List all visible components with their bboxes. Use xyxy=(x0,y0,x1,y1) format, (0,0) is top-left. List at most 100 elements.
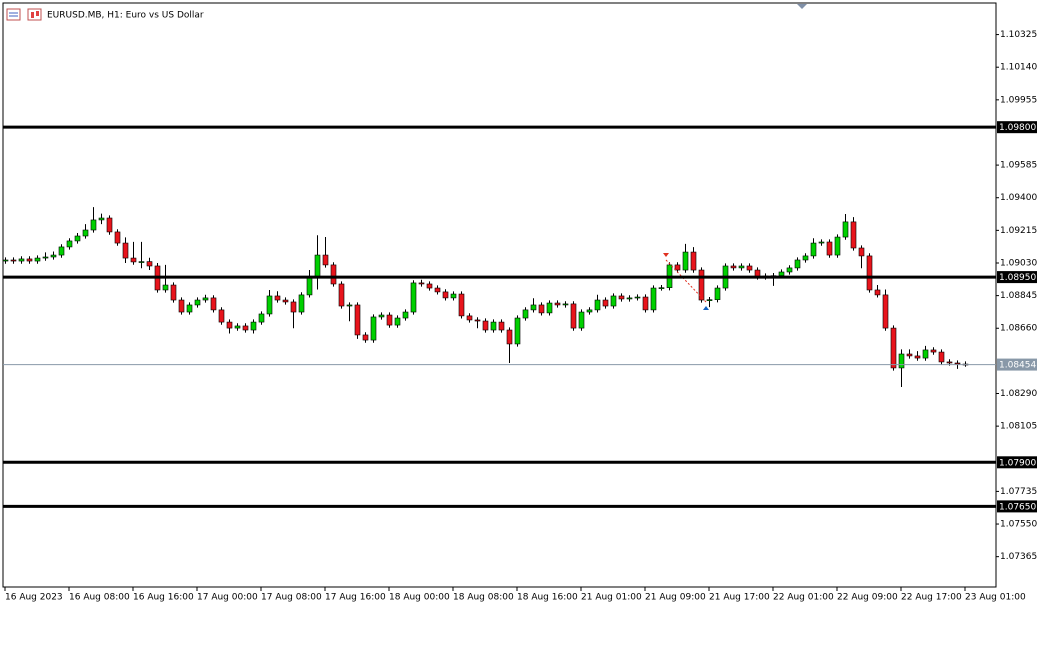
candle-body xyxy=(730,265,737,269)
candle-body xyxy=(834,236,841,256)
candle-body xyxy=(130,257,137,263)
candle-body xyxy=(930,349,937,353)
candle-body xyxy=(362,334,369,341)
candle-body xyxy=(738,265,745,269)
candle-body xyxy=(802,255,809,261)
candle-body xyxy=(898,353,905,369)
candle-body xyxy=(938,351,945,363)
candle-body xyxy=(298,294,305,313)
candle-body xyxy=(322,254,329,266)
level-label: 1.07650 xyxy=(999,502,1036,512)
candle-body xyxy=(906,353,913,357)
candle-body xyxy=(850,221,857,249)
candle-body xyxy=(610,295,617,307)
level-label-box xyxy=(997,121,1037,134)
y-tick-label: 1.10325 xyxy=(1000,30,1037,40)
y-tick-label: 1.07550 xyxy=(1000,520,1037,530)
candle-body xyxy=(810,242,817,257)
candle-body xyxy=(258,313,265,323)
candle-body xyxy=(522,309,529,319)
candle-body xyxy=(314,254,321,279)
candle-body xyxy=(586,309,593,313)
candle-body xyxy=(506,329,513,345)
candle-body xyxy=(394,317,401,326)
level-label: 1.09800 xyxy=(999,123,1036,133)
candle-body xyxy=(874,289,881,296)
candle-body xyxy=(866,255,873,291)
trade-link xyxy=(665,259,707,303)
candle-body xyxy=(890,327,897,369)
candle-body xyxy=(2,259,9,262)
candle-body xyxy=(90,219,97,231)
candle-body xyxy=(218,309,225,323)
candle-body xyxy=(114,231,121,244)
candle-body xyxy=(658,287,665,289)
level-label-box xyxy=(997,271,1037,284)
x-tick-label: 17 Aug 00:00 xyxy=(197,593,258,603)
candle-body xyxy=(410,282,417,313)
x-tick-label: 21 Aug 17:00 xyxy=(709,593,770,603)
x-tick-label: 18 Aug 00:00 xyxy=(389,593,450,603)
candle-body xyxy=(578,311,585,329)
candle-body xyxy=(482,320,489,331)
x-tick-label: 16 Aug 16:00 xyxy=(133,593,194,603)
candle-body xyxy=(570,303,577,329)
candle-body xyxy=(122,242,129,259)
candle-body xyxy=(602,299,609,307)
candle-body xyxy=(706,299,713,301)
candle-body xyxy=(186,304,193,313)
trade-markers xyxy=(663,253,709,310)
buy-arrow xyxy=(703,306,709,310)
candle-body xyxy=(418,282,425,285)
candle-body xyxy=(226,321,233,329)
x-tick-label: 22 Aug 01:00 xyxy=(773,593,834,603)
y-tick-label: 1.07735 xyxy=(1000,487,1037,497)
candle-body xyxy=(170,284,177,301)
candle-body xyxy=(10,259,17,262)
y-tick-label: 1.07365 xyxy=(1000,552,1037,562)
candle-body xyxy=(106,217,113,233)
candle-body xyxy=(914,355,921,359)
candle-body xyxy=(714,287,721,300)
x-tick-label: 16 Aug 08:00 xyxy=(69,593,130,603)
candle-body xyxy=(842,221,849,238)
candle-body xyxy=(546,302,553,314)
candle-body xyxy=(458,293,465,317)
candle-body xyxy=(34,257,41,262)
candle-body xyxy=(50,254,57,258)
x-tick-label: 17 Aug 08:00 xyxy=(261,593,322,603)
y-tick-label: 1.10140 xyxy=(1000,63,1037,73)
candle-body xyxy=(954,362,961,365)
candle-body xyxy=(674,264,681,271)
candle-body xyxy=(562,303,569,306)
candle-body xyxy=(490,321,497,331)
candle-body xyxy=(370,316,377,341)
candle-body xyxy=(242,325,249,331)
candle-body xyxy=(194,299,201,306)
candle-body xyxy=(514,317,521,345)
candle-body xyxy=(162,284,169,291)
candle-body xyxy=(466,315,473,321)
candle-body xyxy=(858,247,865,257)
candle-body xyxy=(778,271,785,276)
candle-body xyxy=(554,302,561,306)
y-tick-label: 1.08290 xyxy=(1000,389,1037,399)
toolbar-icons xyxy=(6,8,42,21)
y-tick-label: 1.09215 xyxy=(1000,226,1037,236)
candle-body xyxy=(794,259,801,269)
candle-body xyxy=(138,261,145,263)
candle-body xyxy=(634,296,641,299)
candle-body xyxy=(146,261,153,267)
current-price-label: 1.08454 xyxy=(999,361,1036,371)
sell-arrow xyxy=(663,253,669,257)
candle-body xyxy=(330,264,337,285)
x-tick-label: 18 Aug 16:00 xyxy=(517,593,578,603)
level-label-box xyxy=(997,500,1037,513)
candle-body xyxy=(618,295,625,300)
icon-bar xyxy=(36,11,39,16)
x-tick-label: 16 Aug 2023 xyxy=(5,593,63,603)
x-tick-label: 23 Aug 01:00 xyxy=(965,593,1026,603)
candle-body xyxy=(354,304,361,336)
